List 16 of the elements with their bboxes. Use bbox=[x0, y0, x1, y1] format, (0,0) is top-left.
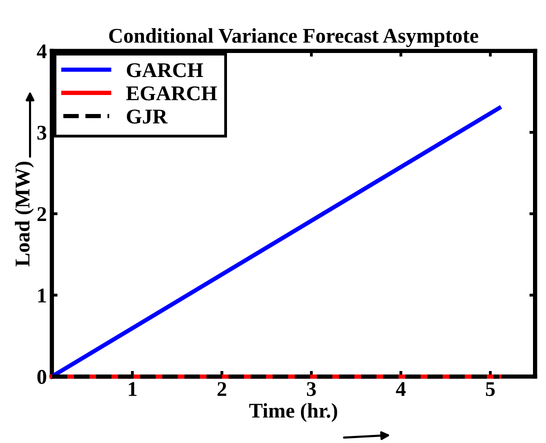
x-tick-label: 5 bbox=[486, 382, 495, 396]
x-tick-label: 1 bbox=[128, 382, 137, 396]
x-tick-label: 2 bbox=[218, 382, 226, 396]
legend-label: GARCH bbox=[126, 63, 204, 78]
y-tick-label: 4 bbox=[36, 44, 47, 58]
chart-title: Conditional Variance Forecast Asymptote bbox=[109, 28, 478, 48]
y-axis-title: Load (MW) bbox=[14, 162, 34, 266]
legend-label: GJR bbox=[126, 110, 168, 124]
x-tick-label: 3 bbox=[306, 382, 316, 396]
y-tick-label: 0 bbox=[37, 370, 46, 384]
x-tick-label: 4 bbox=[396, 382, 406, 396]
x-axis-title: Time (hr.) bbox=[249, 403, 338, 422]
y-tick-label: 1 bbox=[38, 288, 46, 302]
legend-label: EGARCH bbox=[126, 86, 217, 100]
y-tick-label: 2 bbox=[37, 207, 46, 221]
y-tick-label: 3 bbox=[37, 126, 46, 140]
